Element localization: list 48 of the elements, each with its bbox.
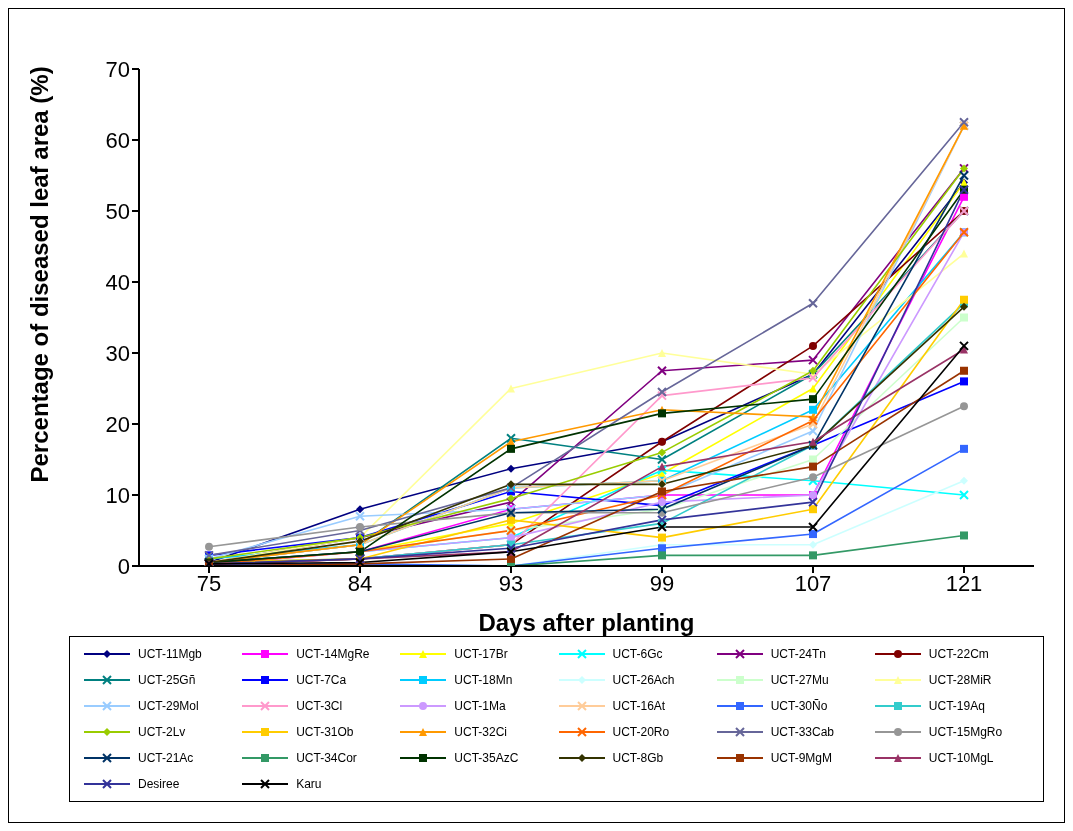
legend-label: UCT-3Cl [296, 699, 343, 713]
x-tick-label: 99 [649, 570, 675, 596]
legend-label: UCT-6Gc [612, 647, 663, 661]
legend-label: Desiree [138, 777, 180, 791]
legend-label: UCT-9MgM [770, 751, 832, 765]
legend-label: UCT-19Aq [928, 699, 985, 713]
y-tick-label: 30 [105, 340, 130, 366]
legend-label: UCT-21Ac [138, 751, 194, 765]
legend-label: UCT-35AzC [454, 751, 519, 765]
legend-label: UCT-11Mgb [138, 647, 202, 661]
y-axis-title: Percentage of diseased leaf area (%) [25, 66, 53, 483]
legend-label: Karu [296, 777, 322, 791]
x-tick-label: 75 [196, 570, 222, 596]
x-axis-title: Days after planting [478, 609, 695, 636]
legend-label: UCT-7Ca [296, 673, 347, 687]
legend-label: UCT-25Gñ [138, 673, 196, 687]
y-tick-label: 20 [105, 411, 130, 437]
y-tick-label: 10 [105, 482, 130, 508]
legend-label: UCT-8Gb [612, 751, 664, 765]
legend-label: UCT-34Cor [296, 751, 357, 765]
legend-label: UCT-28MiR [928, 673, 992, 687]
legend-label: UCT-24Tn [770, 647, 827, 661]
legend-label: UCT-10MgL [928, 751, 994, 765]
legend-label: UCT-2Lv [138, 725, 186, 739]
y-tick-label: 40 [105, 269, 130, 295]
legend-label: UCT-32Ci [454, 725, 508, 739]
legend-label: UCT-27Mu [770, 673, 829, 687]
legend-label: UCT-18Mn [454, 673, 513, 687]
x-tick-label: 121 [945, 570, 983, 596]
y-tick-label: 70 [105, 56, 130, 82]
legend-label: UCT-30Ño [770, 699, 828, 713]
y-tick-label: 50 [105, 198, 130, 224]
x-tick-label: 93 [498, 570, 524, 596]
y-tick-label: 60 [105, 127, 130, 153]
y-tick-label: 0 [117, 553, 130, 579]
legend-label: UCT-17Br [454, 647, 508, 661]
legend-label: UCT-26Ach [612, 673, 675, 687]
legend-label: UCT-22Cm [928, 647, 989, 661]
legend-label: UCT-20Ro [612, 725, 670, 739]
legend-label: UCT-14MgRe [296, 647, 370, 661]
legend-label: UCT-33Cab [770, 725, 835, 739]
legend-label: UCT-29Mol [138, 699, 199, 713]
x-tick-label: 107 [794, 570, 832, 596]
legend-label: UCT-16At [612, 699, 666, 713]
legend-label: UCT-15MgRo [928, 725, 1003, 739]
legend-label: UCT-31Ob [296, 725, 354, 739]
legend-label: UCT-1Ma [454, 699, 506, 713]
x-tick-label: 84 [347, 570, 373, 596]
